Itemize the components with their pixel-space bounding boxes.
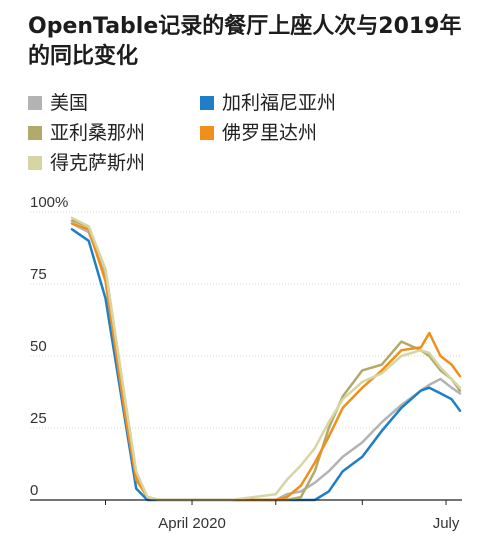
legend-item-florida: 佛罗里达州	[200, 118, 317, 148]
legend-item-us: 美国	[28, 88, 88, 118]
legend-label-florida: 佛罗里达州	[222, 122, 318, 144]
y-tick-labels: 0 25 50 75 100%	[30, 194, 68, 499]
series-lines	[70, 216, 462, 502]
legend-swatch-california	[200, 96, 214, 110]
legend-label-texas: 得克萨斯州	[50, 152, 146, 174]
legend-item-arizona: 亚利桑那州	[28, 118, 145, 148]
series-line-california	[70, 228, 462, 502]
y-tick-label-75: 75	[30, 266, 47, 283]
y-tick-label-100: 100%	[30, 194, 68, 211]
legend-label-california: 加利福尼亚州	[222, 92, 337, 114]
legend-item-texas: 得克萨斯州	[28, 148, 145, 178]
y-tick-label-50: 50	[30, 338, 47, 355]
x-axis: April 2020 July	[30, 499, 462, 532]
legend-swatch-us	[28, 96, 42, 110]
y-tick-label-0: 0	[30, 482, 38, 499]
y-tick-label-25: 25	[30, 410, 47, 427]
x-tick-label-july: July	[433, 515, 460, 532]
legend-swatch-arizona	[28, 126, 42, 140]
legend-item-california: 加利福尼亚州	[200, 88, 336, 118]
legend-label-us: 美国	[50, 92, 89, 114]
chart-title: OpenTable记录的餐厅上座人次与2019年的同比变化	[28, 14, 462, 69]
legend-swatch-texas	[28, 156, 42, 170]
legend-label-arizona: 亚利桑那州	[50, 122, 146, 144]
series-line-florida	[70, 222, 462, 502]
legend-swatch-florida	[200, 126, 214, 140]
series-line-texas	[70, 216, 462, 502]
x-tick-label-april-2020: April 2020	[158, 515, 226, 532]
